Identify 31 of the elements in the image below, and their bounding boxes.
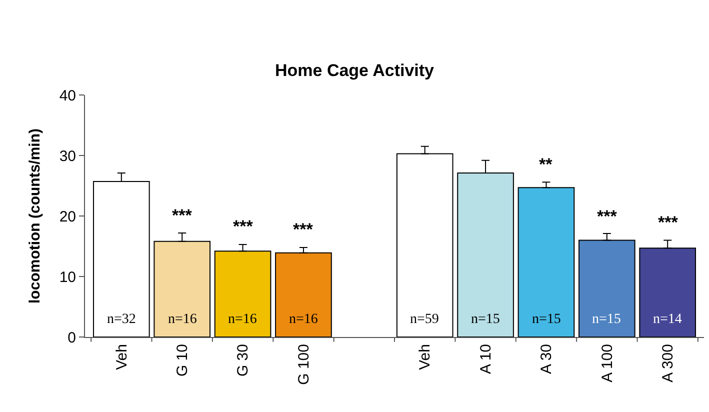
annotation: n=15 — [592, 312, 621, 327]
data-label: *** — [597, 207, 618, 226]
x-tick-label: A 100 — [598, 344, 616, 382]
data-label: *** — [172, 206, 192, 225]
data-label: *** — [233, 217, 254, 236]
data-label: *** — [658, 213, 678, 232]
x-tick-label: Veh — [416, 344, 434, 370]
y-tick-label: 20 — [59, 208, 76, 226]
y-axis-title: locomotion (counts/min) — [26, 128, 44, 304]
y-tick-label: 40 — [59, 87, 76, 104]
x-tick-label: G 30 — [234, 344, 252, 377]
y-tick-label: 30 — [59, 148, 76, 165]
chart-title: Home Cage Activity — [274, 60, 435, 80]
annotation: n=32 — [107, 312, 136, 327]
annotation: n=16 — [168, 312, 197, 327]
x-tick-label: Veh — [113, 344, 130, 370]
annotation: n=14 — [653, 312, 682, 327]
x-tick-label: A 30 — [538, 344, 556, 374]
data-label: *** — [293, 220, 314, 239]
annotation: n=15 — [471, 312, 500, 327]
annotation: n=59 — [410, 312, 439, 327]
data-label: ** — [539, 155, 553, 174]
y-tick-label: 0 — [68, 329, 76, 346]
y-tick-label: 10 — [59, 268, 76, 286]
x-tick-label: A 300 — [659, 344, 676, 382]
x-tick-label: G 100 — [295, 344, 312, 385]
x-tick-label: G 10 — [174, 344, 191, 377]
x-tick-label: A 10 — [477, 344, 494, 374]
annotation: n=16 — [228, 312, 257, 327]
annotation: n=15 — [532, 312, 561, 327]
annotation: n=16 — [289, 312, 318, 327]
